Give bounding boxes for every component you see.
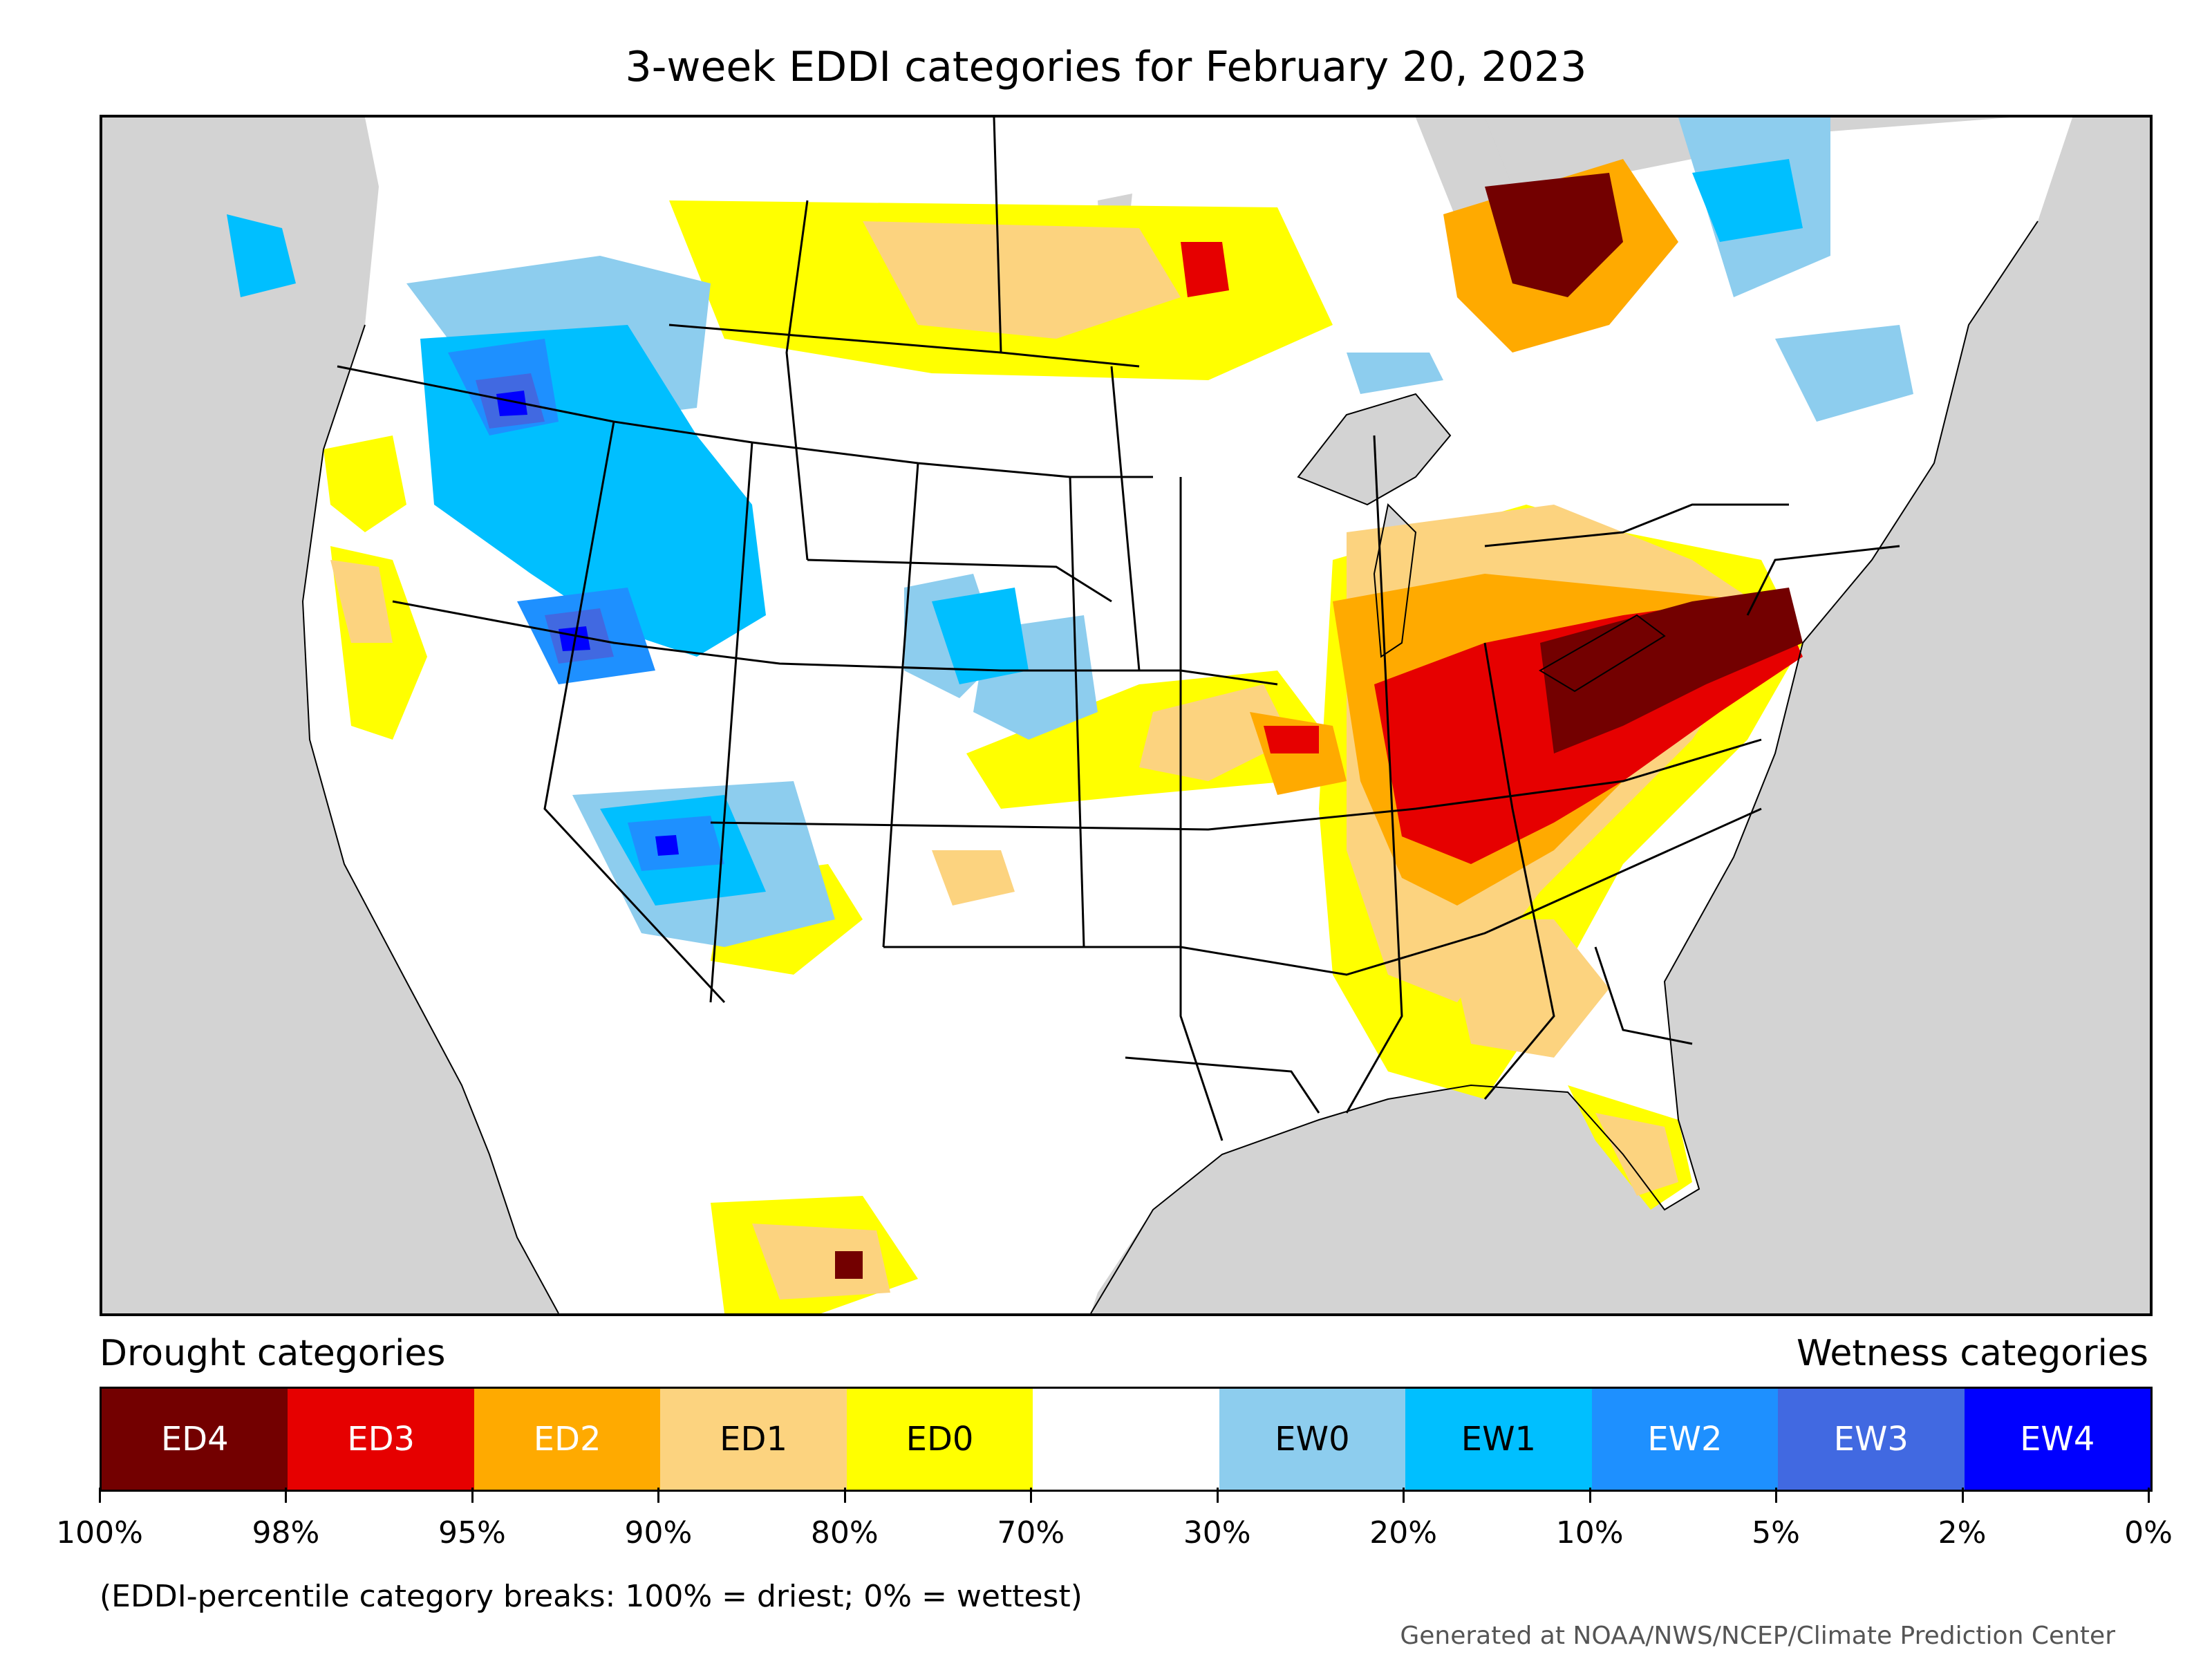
legend-tick-label: 100% xyxy=(56,1515,143,1550)
legend-tick-label: 80% xyxy=(810,1515,879,1550)
legend-tick-label: 90% xyxy=(624,1515,693,1550)
ew3-region xyxy=(476,373,614,664)
legend-segment: ED4 xyxy=(102,1389,288,1490)
legend-tick-label: 30% xyxy=(1183,1515,1251,1550)
legend-tick-label: 2% xyxy=(1938,1515,1987,1550)
category-break-note: (EDDI-percentile category breaks: 100% =… xyxy=(100,1579,1082,1614)
legend-segment: ED3 xyxy=(288,1389,474,1490)
legend-tick xyxy=(471,1488,474,1503)
map-canvas xyxy=(227,118,2072,1313)
drought-categories-heading: Drought categories xyxy=(100,1333,446,1374)
legend-tick xyxy=(2148,1488,2150,1503)
legend-segment: ED1 xyxy=(660,1389,847,1490)
ew1-region xyxy=(227,159,1803,906)
legend-tick xyxy=(1775,1488,1778,1503)
legend-tick xyxy=(99,1488,101,1503)
ew2-region xyxy=(448,339,724,871)
legend-tick xyxy=(1216,1488,1219,1503)
coastlines xyxy=(301,221,2038,1313)
legend-tick-label: 20% xyxy=(1369,1515,1438,1550)
ed0-region xyxy=(324,200,1803,1313)
wetness-categories-heading: Wetness categories xyxy=(1797,1333,2148,1374)
eddi-shading xyxy=(227,118,1913,1313)
credit-line: Generated at NOAA/NWS/NCEP/Climate Predi… xyxy=(1400,1622,2115,1650)
legend-segment: EW3 xyxy=(1778,1389,1965,1490)
legend-tick-label: 0% xyxy=(2124,1515,2173,1550)
legend-tick xyxy=(285,1488,288,1503)
legend-tick-label: 5% xyxy=(1752,1515,1800,1550)
legend-segment: EW0 xyxy=(1219,1389,1406,1490)
legend-tick xyxy=(1403,1488,1405,1503)
ed4-region xyxy=(835,173,1803,1279)
map-title: 3-week EDDI categories for February 20, … xyxy=(625,43,1587,91)
legend-tick-label: 70% xyxy=(997,1515,1065,1550)
legend-segment: ED2 xyxy=(474,1389,661,1490)
legend-tick-label: 10% xyxy=(1555,1515,1624,1550)
legend-tick xyxy=(1030,1488,1033,1503)
legend-tick-label: 95% xyxy=(438,1515,506,1550)
legend-tick-label: 98% xyxy=(252,1515,320,1550)
legend-segment: EW2 xyxy=(1591,1389,1779,1490)
legend-tick xyxy=(657,1488,660,1503)
state-borders xyxy=(337,118,1900,1141)
legend-tick xyxy=(1588,1488,1591,1503)
legend-tick xyxy=(843,1488,846,1503)
legend-tick xyxy=(1961,1488,1964,1503)
legend-segment: EW1 xyxy=(1405,1389,1592,1490)
legend-segment: ED0 xyxy=(846,1389,1033,1490)
legend-segment xyxy=(1033,1389,1219,1490)
eddi-map xyxy=(100,115,2153,1316)
legend-segment: EW4 xyxy=(1964,1389,2150,1490)
legend-colorbar: ED4 ED3 ED2 ED1 ED0 EW0 EW1 EW2 EW3 EW4 xyxy=(100,1387,2153,1492)
